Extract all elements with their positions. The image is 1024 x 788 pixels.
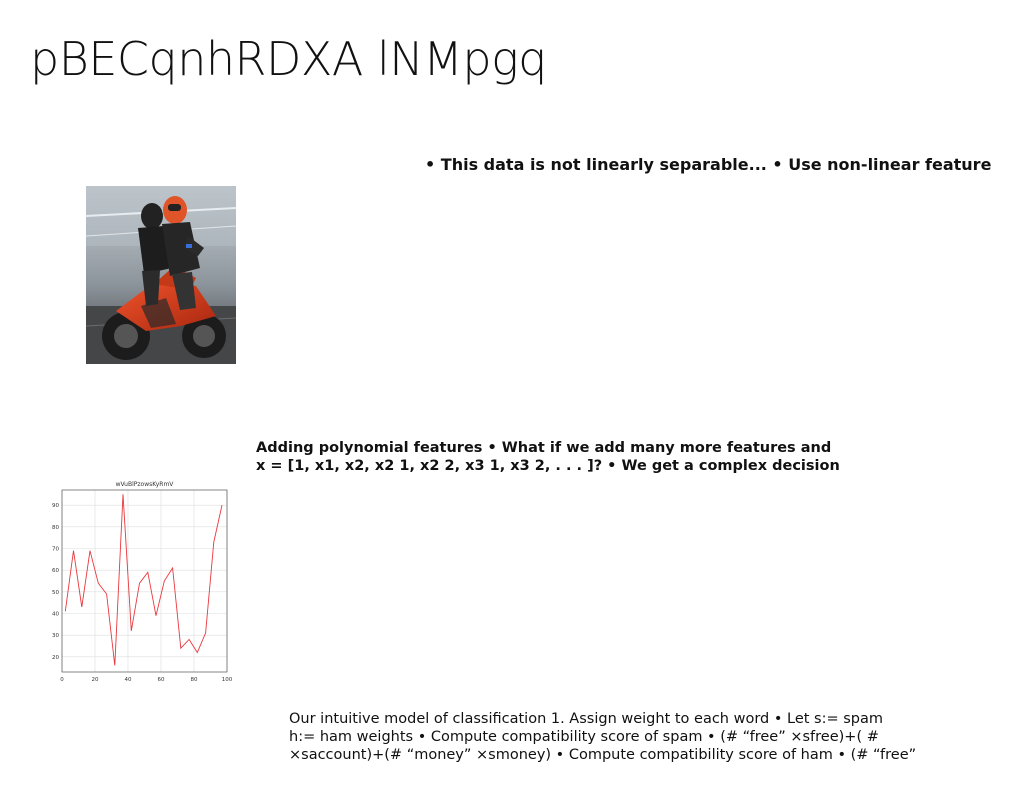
bullet-text-separable: • This data is not linearly separable...… — [425, 155, 992, 174]
polynomial-features-text: Adding polynomial features • What if we … — [256, 439, 856, 475]
y-tick-label: 30 — [52, 633, 59, 639]
x-tick-label: 60 — [158, 677, 165, 683]
x-tick-label: 40 — [125, 677, 132, 683]
line-chart: wVuBlPzowsKyRmV 0 20 40 60 80 100 20 30 40 50 60 70 8… — [40, 478, 234, 688]
chart-title: wVuBlPzowsKyRmV — [116, 481, 175, 488]
slide-title: pBECqnhRDXA lNMpgq — [30, 32, 547, 86]
line-chart-svg: wVuBlPzowsKyRmV 0 20 40 60 80 100 20 30 40 50 60 70 8… — [52, 481, 233, 683]
bottom-line-2: h:= ham weights • Compute compatibility … — [289, 729, 879, 745]
poly-line-1: Adding polynomial features • What if we … — [256, 440, 832, 456]
bottom-line-3: ×saccount)+(# “money” ×smoney) • Compute… — [289, 747, 917, 763]
y-tick-label: 80 — [52, 525, 59, 531]
y-tick-label: 40 — [52, 612, 59, 618]
x-tick-label: 100 — [222, 677, 233, 683]
y-tick-label: 50 — [52, 590, 59, 596]
x-tick-label: 20 — [92, 677, 99, 683]
motorcycle-photo — [86, 186, 236, 364]
classification-model-text: Our intuitive model of classification 1.… — [289, 710, 916, 764]
y-tick-label: 60 — [52, 568, 59, 574]
y-tick-label: 90 — [52, 503, 59, 509]
bottom-line-1: Our intuitive model of classification 1.… — [289, 711, 884, 727]
motorcycle-illustration — [86, 186, 236, 364]
y-tick-label: 70 — [52, 547, 59, 553]
poly-line-2: x = [1, x1, x2, x2 1, x2 2, x3 1, x3 2, … — [256, 458, 840, 474]
y-tick-label: 20 — [52, 655, 59, 661]
x-tick-label: 80 — [191, 677, 198, 683]
plot-frame — [61, 489, 228, 673]
series-line — [64, 494, 223, 666]
x-tick-label: 0 — [60, 677, 64, 683]
